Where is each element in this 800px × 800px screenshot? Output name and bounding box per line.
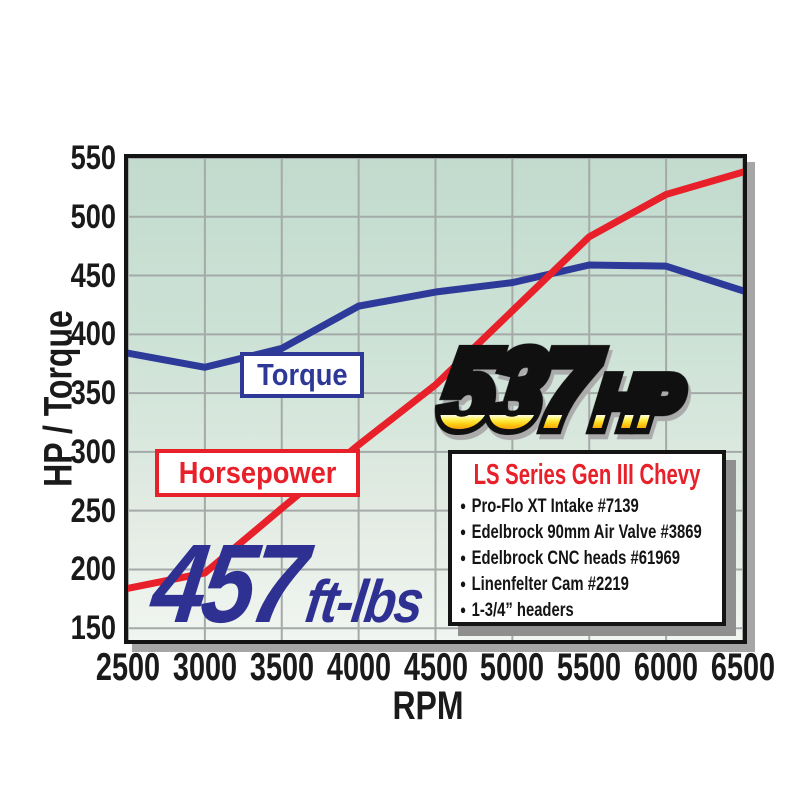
plot-svg [128, 158, 743, 640]
y-tick-label: 350 [70, 374, 116, 413]
x-tick-label: 5500 [557, 646, 622, 689]
peak-hp-value: 537 [433, 327, 599, 452]
y-tick-label: 450 [70, 256, 116, 295]
y-tick-label: 250 [70, 491, 116, 530]
x-tick-label: 3500 [249, 646, 314, 689]
horsepower-line [128, 168, 743, 592]
engine-spec-box: LS Series Gen III Chevy Pro-Flo XT Intak… [448, 450, 726, 626]
spec-item: Edelbrock CNC heads #61969 [460, 545, 680, 571]
peak-torque-unit: ft-lbs [301, 568, 427, 635]
x-tick-label: 2500 [95, 646, 161, 689]
torque-series-label: Torque [256, 357, 348, 392]
peak-hp-unit: HP [588, 361, 686, 444]
x-tick-label: 3000 [172, 646, 237, 689]
peak-hp-text: 537HP [436, 415, 678, 432]
peak-torque-value: 457 [145, 521, 311, 646]
y-tick-label: 200 [70, 550, 116, 589]
peak-horsepower-callout: 537HP 537HP [428, 321, 713, 457]
spec-item: Edelbrock 90mm Air Valve #3869 [460, 519, 702, 545]
peak-torque-text: 457ft-lbs [145, 521, 426, 646]
torque-series-label-box: Torque [240, 352, 364, 398]
spec-item: Linenfelter Cam #2219 [460, 571, 658, 597]
spec-item: Pro-Flo XT Intake #7139 [460, 493, 658, 519]
x-tick-label: 6000 [634, 646, 699, 689]
x-tick-label: 4000 [326, 646, 391, 689]
plot-area [124, 154, 747, 644]
torque-line [128, 261, 743, 371]
x-axis-title: RPM [392, 684, 464, 728]
x-tick-label: 5000 [480, 646, 545, 689]
spec-box-title: LS Series Gen III Chevy [473, 459, 701, 491]
x-tick-label: 6500 [710, 646, 776, 689]
spec-item: 1-3/4” headers [460, 597, 658, 623]
horsepower-series-label: Horsepower [178, 455, 337, 490]
y-tick-label: 500 [70, 197, 116, 236]
spec-box-title-row: LS Series Gen III Chevy [460, 459, 714, 491]
x-tick-label: 4500 [403, 646, 468, 689]
horsepower-series-label-box: Horsepower [155, 449, 360, 497]
spec-list: Pro-Flo XT Intake #7139Edelbrock 90mm Ai… [460, 493, 714, 623]
peak-torque-callout: 457ft-lbs [145, 521, 461, 646]
y-tick-label: 550 [70, 139, 116, 177]
y-tick-label: 150 [70, 609, 116, 648]
y-tick-label: 300 [70, 432, 116, 471]
y-tick-label: 400 [70, 315, 116, 354]
